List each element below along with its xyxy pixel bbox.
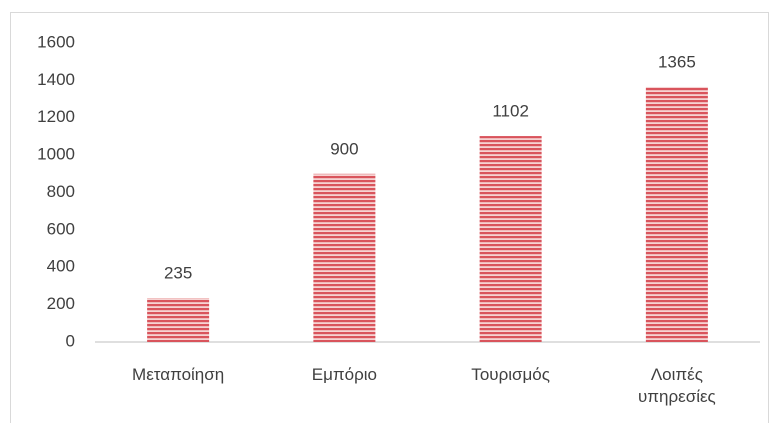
y-tick-label: 600 [47, 219, 75, 238]
data-label: 1102 [492, 102, 529, 121]
y-tick-label: 200 [47, 294, 75, 313]
x-tick-label: Μεταποίηση [132, 365, 225, 384]
x-tick-label: Λοιπές υπηρεσίες [637, 365, 716, 406]
x-tick-label: Εμπόριο [311, 365, 377, 384]
chart-border [10, 12, 769, 423]
y-tick-label: 1400 [37, 70, 75, 89]
bar [313, 173, 376, 342]
data-label: 900 [330, 139, 358, 158]
x-tick-label: Τουρισμός [471, 365, 550, 384]
bar [645, 86, 708, 343]
data-label: 235 [164, 264, 192, 283]
y-tick-label: 400 [47, 257, 75, 276]
bar [147, 298, 210, 342]
y-tick-label: 1200 [37, 107, 75, 126]
y-tick-label: 0 [66, 331, 75, 350]
y-tick-label: 1000 [37, 145, 75, 164]
data-label: 1365 [658, 52, 696, 71]
bar [479, 136, 542, 342]
y-tick-label: 800 [47, 182, 75, 201]
y-tick-label: 1600 [37, 32, 75, 51]
